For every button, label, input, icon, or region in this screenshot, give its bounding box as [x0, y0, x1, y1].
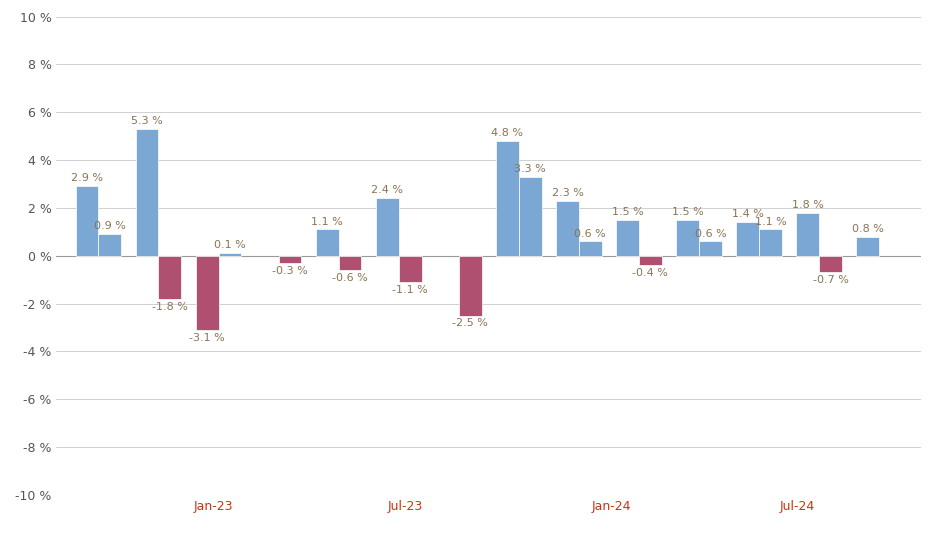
- Text: -1.1 %: -1.1 %: [392, 285, 428, 295]
- Bar: [676, 220, 699, 256]
- Bar: [278, 256, 302, 263]
- Text: -0.6 %: -0.6 %: [332, 273, 368, 283]
- Text: 1.5 %: 1.5 %: [672, 207, 703, 217]
- Bar: [159, 256, 181, 299]
- Bar: [135, 129, 159, 256]
- Text: 3.3 %: 3.3 %: [514, 164, 546, 174]
- Text: 2.9 %: 2.9 %: [71, 173, 103, 184]
- Bar: [99, 234, 121, 256]
- Bar: [218, 254, 242, 256]
- Text: 2.3 %: 2.3 %: [552, 188, 584, 198]
- Bar: [760, 229, 782, 256]
- Bar: [75, 186, 99, 256]
- Bar: [856, 236, 879, 256]
- Text: 0.6 %: 0.6 %: [574, 228, 606, 239]
- Bar: [459, 256, 481, 316]
- Bar: [338, 256, 362, 270]
- Bar: [496, 141, 519, 256]
- Bar: [699, 241, 722, 256]
- Text: -0.7 %: -0.7 %: [812, 276, 849, 285]
- Text: -2.5 %: -2.5 %: [452, 318, 488, 328]
- Text: -1.8 %: -1.8 %: [152, 302, 188, 312]
- Bar: [316, 229, 338, 256]
- Text: 0.1 %: 0.1 %: [214, 240, 246, 250]
- Bar: [796, 213, 819, 256]
- Bar: [556, 201, 579, 256]
- Bar: [639, 256, 662, 265]
- Bar: [579, 241, 602, 256]
- Bar: [399, 256, 421, 282]
- Bar: [616, 220, 639, 256]
- Text: 0.6 %: 0.6 %: [695, 228, 727, 239]
- Bar: [736, 222, 760, 256]
- Text: 5.3 %: 5.3 %: [132, 116, 163, 126]
- Text: 1.1 %: 1.1 %: [311, 217, 343, 227]
- Text: -3.1 %: -3.1 %: [189, 333, 225, 343]
- Bar: [196, 256, 218, 330]
- Text: 1.8 %: 1.8 %: [791, 200, 823, 210]
- Text: 0.9 %: 0.9 %: [94, 221, 126, 232]
- Bar: [519, 177, 541, 256]
- Text: 1.1 %: 1.1 %: [755, 217, 787, 227]
- Text: 1.4 %: 1.4 %: [731, 210, 763, 219]
- Text: -0.3 %: -0.3 %: [273, 266, 308, 276]
- Bar: [376, 199, 399, 256]
- Text: 4.8 %: 4.8 %: [492, 128, 524, 138]
- Text: 2.4 %: 2.4 %: [371, 185, 403, 195]
- Text: 1.5 %: 1.5 %: [612, 207, 643, 217]
- Text: -0.4 %: -0.4 %: [633, 268, 668, 278]
- Text: 0.8 %: 0.8 %: [852, 224, 884, 234]
- Bar: [819, 256, 842, 272]
